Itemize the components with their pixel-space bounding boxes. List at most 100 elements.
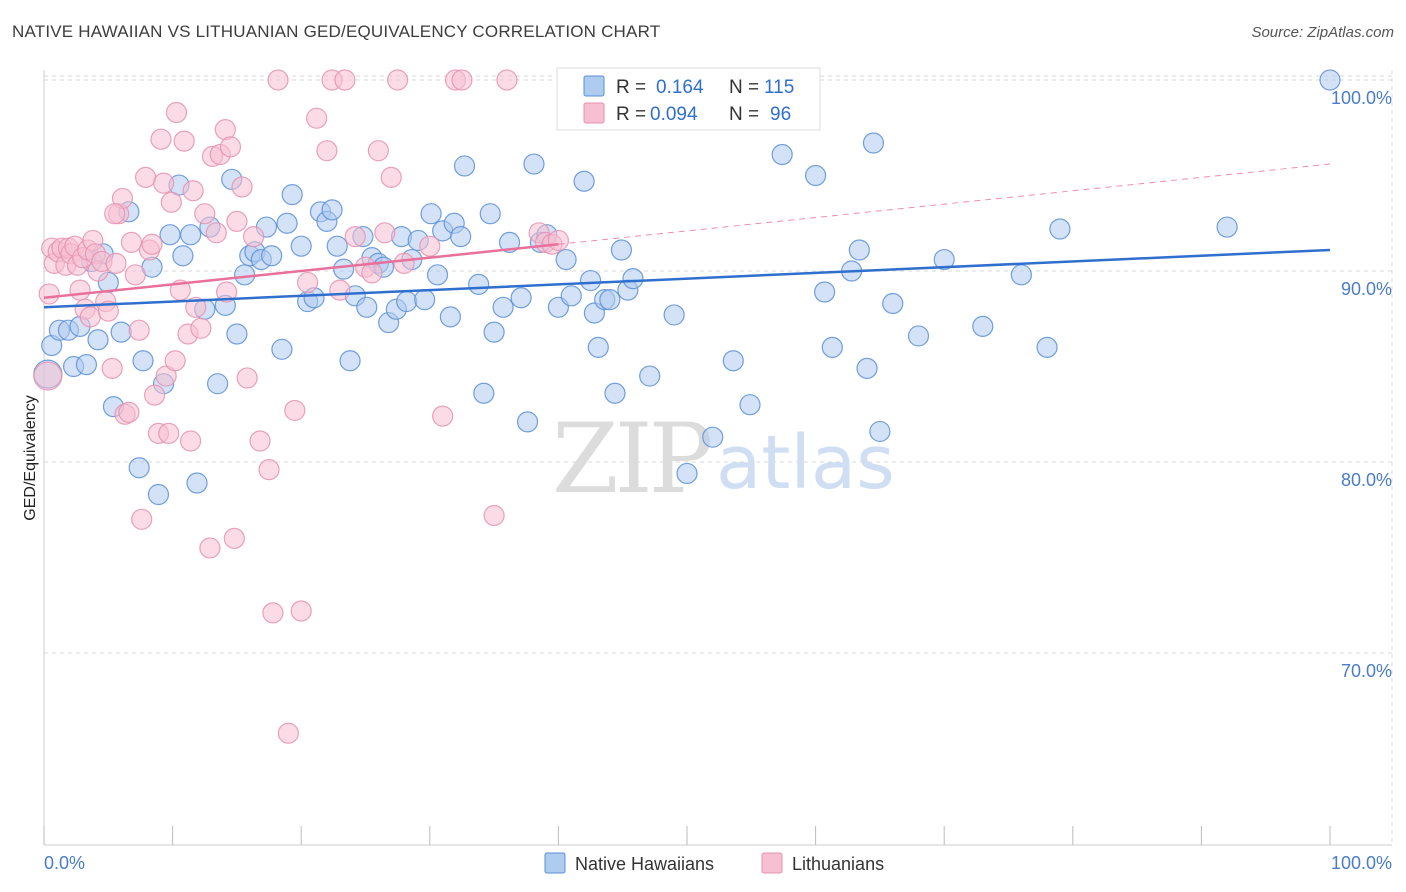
- data-point: [473, 382, 495, 404]
- data-point: [1036, 336, 1058, 358]
- data-point: [141, 233, 163, 255]
- y-tick-label: 90.0%: [1341, 279, 1392, 299]
- data-point: [143, 384, 166, 406]
- data-point: [393, 252, 415, 274]
- series-lithuanians: [33, 69, 570, 744]
- trend-lines: [43, 163, 1331, 309]
- data-point: [182, 180, 204, 202]
- data-point: [933, 248, 955, 271]
- data-point: [622, 268, 644, 290]
- data-point: [33, 361, 63, 391]
- bottom-legend: Native Hawaiians Lithuanians: [544, 852, 884, 874]
- legend-n-label-2: N =: [729, 104, 759, 125]
- data-point: [104, 203, 126, 225]
- data-point: [972, 315, 994, 337]
- data-point: [249, 430, 271, 452]
- data-point: [1319, 69, 1341, 91]
- data-point: [432, 405, 454, 427]
- data-point: [87, 329, 109, 351]
- bottom-legend-swatch-pink: [761, 852, 783, 874]
- axes: [43, 70, 1392, 846]
- data-point: [226, 323, 248, 345]
- legend-n-value-1: 115: [764, 77, 794, 98]
- data-point: [882, 292, 904, 315]
- bottom-legend-swatch-blue: [544, 852, 566, 874]
- data-point: [205, 222, 227, 244]
- data-point: [453, 155, 476, 177]
- y-tick-label: 100.0%: [1331, 88, 1392, 108]
- data-point: [439, 306, 461, 328]
- data-point: [333, 258, 355, 280]
- data-point: [173, 130, 195, 152]
- data-point: [848, 239, 870, 261]
- data-point: [1010, 264, 1032, 286]
- y-axis-label: GED/Equivalency: [22, 395, 39, 520]
- data-point: [610, 239, 633, 261]
- data-point: [150, 128, 172, 150]
- data-point: [316, 140, 338, 162]
- data-point: [271, 338, 293, 360]
- data-point: [231, 176, 253, 198]
- data-point: [120, 231, 143, 253]
- x-tick-marks: [43, 826, 1331, 845]
- data-point: [339, 350, 361, 372]
- data-point: [451, 69, 473, 91]
- data-point: [814, 281, 836, 303]
- data-point: [75, 353, 98, 376]
- data-point: [219, 136, 242, 158]
- data-point: [1049, 218, 1071, 240]
- data-point: [194, 203, 216, 225]
- data-point: [185, 296, 207, 318]
- data-point: [258, 459, 280, 481]
- y-tick-labels: 100.0% 90.0% 80.0% 70.0%: [1331, 88, 1392, 681]
- watermark-atlas: atlas: [716, 420, 895, 506]
- data-point: [639, 365, 661, 387]
- data-point: [216, 281, 238, 303]
- legend-n-label-1: N =: [729, 77, 759, 98]
- data-point: [450, 226, 472, 248]
- legend-n-value-2: 96: [770, 104, 791, 125]
- data-point: [261, 245, 283, 267]
- data-point: [243, 226, 265, 248]
- watermark-zip: ZIP: [552, 403, 711, 515]
- data-point: [869, 420, 891, 443]
- data-point: [152, 172, 175, 194]
- data-point: [907, 325, 930, 347]
- data-point: [223, 527, 245, 550]
- data-point: [396, 290, 418, 313]
- data-point: [321, 199, 343, 221]
- data-point: [356, 296, 378, 318]
- source-label: Source: ZipAtlas.com: [1251, 24, 1394, 41]
- data-point: [276, 212, 298, 234]
- data-point: [555, 248, 577, 271]
- data-point: [172, 245, 194, 267]
- data-point: [118, 401, 140, 423]
- chart-title: NATIVE HAWAIIAN VS LITHUANIAN GED/EQUIVA…: [12, 22, 661, 41]
- data-point: [267, 69, 289, 91]
- data-point: [158, 422, 180, 444]
- data-point: [226, 210, 248, 232]
- data-point: [387, 69, 409, 91]
- data-point: [38, 283, 60, 305]
- data-point: [579, 269, 602, 292]
- data-point: [234, 264, 256, 286]
- data-point: [856, 357, 878, 380]
- data-point: [523, 153, 545, 175]
- data-point: [804, 164, 827, 187]
- legend-r-label-2: R =: [616, 104, 646, 125]
- bottom-legend-label-pink: Lithuanians: [792, 854, 884, 874]
- data-point: [306, 107, 328, 129]
- data-point: [186, 472, 208, 494]
- data-point: [236, 367, 258, 389]
- data-point: [105, 252, 127, 274]
- data-point: [262, 602, 284, 624]
- data-point: [334, 69, 356, 91]
- data-point: [134, 166, 157, 189]
- trend-line-native-hawaiians: [43, 248, 1331, 309]
- data-point: [516, 411, 539, 433]
- data-point: [326, 235, 348, 257]
- data-point: [479, 203, 501, 225]
- data-point: [147, 483, 170, 506]
- bottom-legend-label-blue: Native Hawaiians: [575, 854, 714, 874]
